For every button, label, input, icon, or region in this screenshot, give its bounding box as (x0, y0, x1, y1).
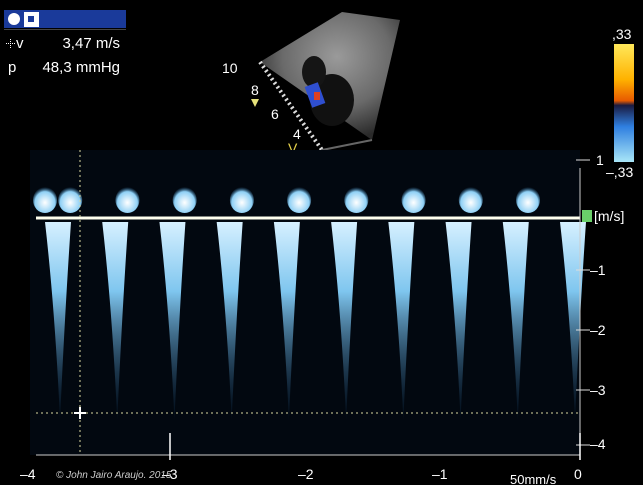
depth-label-6: 6 (271, 106, 279, 122)
velocity-tick-label: –1 (590, 262, 606, 278)
spectral-doppler (30, 150, 592, 460)
velocity-tick-label: –3 (590, 382, 606, 398)
velocity-row: v 3,47 m/s (4, 34, 126, 54)
forward-flow-blob (115, 187, 140, 213)
time-tick-label: –1 (432, 466, 448, 482)
color-scale-min: –,33 (606, 164, 634, 180)
pressure-value: 48,3 mmHg (42, 59, 120, 76)
echo-sector-image (258, 12, 400, 152)
regurgitant-jet (159, 222, 186, 420)
regurgitant-jet (388, 222, 415, 420)
unit-label: [m/s] (594, 208, 625, 224)
regurgitant-jet (216, 222, 243, 420)
measurement-box: v 3,47 m/s p 48,3 mmHg (4, 29, 126, 84)
pressure-label: p (8, 59, 17, 76)
color-scale-max: ,33 (612, 26, 632, 42)
sector-edge (321, 139, 373, 151)
crosshair-icon (6, 39, 15, 48)
chamber (302, 56, 326, 88)
color-flow-jet (314, 92, 320, 100)
chamber (310, 74, 354, 126)
regurgitant-jet (45, 222, 71, 420)
crosshair-icon (74, 407, 86, 419)
sweep-speed: 50mm/s (510, 472, 557, 485)
status-bar (4, 10, 126, 28)
time-tick-label: –3 (162, 466, 178, 482)
forward-flow-blob (58, 187, 83, 213)
velocity-tick-label: –2 (590, 322, 606, 338)
velocity-ticks (576, 159, 590, 446)
time-tick-label: –2 (298, 466, 314, 482)
focus-marker-icon (251, 99, 259, 107)
regurgitant-jet (502, 222, 529, 420)
depth-label-10: 10 (222, 60, 238, 76)
depth-label-4: 4 (293, 126, 301, 142)
forward-flow-blob (516, 187, 540, 213)
velocity-tick-label: 1 (596, 152, 604, 168)
time-tick-label: 0 (574, 466, 582, 482)
pressure-row: p 48,3 mmHg (4, 58, 126, 78)
forward-flow-blob (33, 187, 57, 213)
color-scale-bar (614, 44, 634, 162)
forward-flow-blob (229, 187, 254, 213)
regurgitant-jet (273, 222, 300, 420)
forward-flow-blob (287, 187, 312, 213)
forward-flow-blob (172, 187, 197, 213)
record-icon (8, 13, 20, 25)
credit-watermark: © John Jairo Araujo. 2015 (56, 470, 172, 481)
velocity-value: 3,47 m/s (62, 35, 120, 52)
forward-flow-blob (401, 187, 426, 213)
probe-marker: V (288, 140, 298, 156)
forward-flow-blob (344, 187, 369, 213)
mode-icon (24, 12, 39, 27)
velocity-label: v (16, 35, 24, 52)
depth-label-8: 8 (251, 82, 259, 98)
forward-flow-blob (458, 187, 483, 213)
baseline-handle[interactable] (582, 210, 592, 222)
regurgitant-jet (102, 222, 129, 420)
velocity-tick-label: –4 (590, 436, 606, 452)
time-tick-label: –4 (20, 466, 36, 482)
regurgitant-jet (445, 222, 472, 420)
regurgitant-jet (331, 222, 358, 420)
